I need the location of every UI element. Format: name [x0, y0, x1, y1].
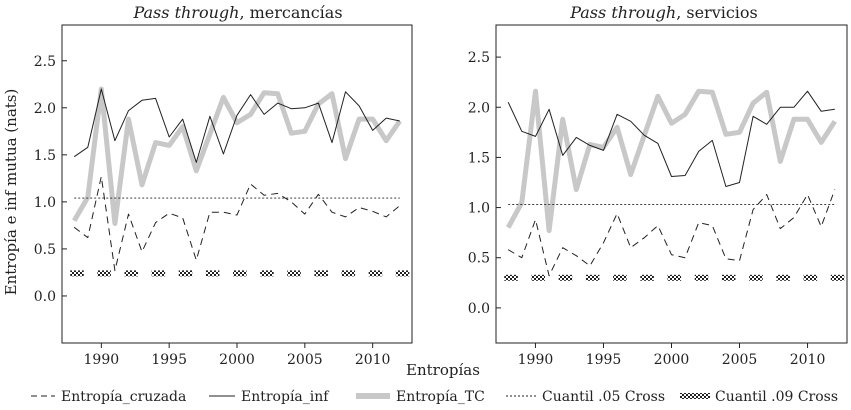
legend-item-entropia-cruzada: Entropía_cruzada — [31, 389, 186, 405]
panel-right-x-tick-label: 2000 — [654, 352, 690, 368]
panel-left-series-cuantil-09-cross-segment — [124, 270, 139, 277]
panel-right-y-tick-label: 1.5 — [468, 150, 490, 166]
panel-left-title: Pass through, mercancías — [132, 3, 342, 22]
panel-left-series-cuantil-09-cross-segment — [368, 270, 383, 277]
panel-left-y-tick-label: 0.0 — [34, 289, 56, 305]
panel-right-x-tick-label: 1995 — [586, 352, 622, 368]
panel-left-series-cuantil-09-cross-segment — [260, 270, 274, 277]
panel-right-frame — [495, 24, 848, 344]
panel-left-series-cuantil-09-cross-segment — [287, 270, 301, 277]
panel-right-x-axis: 1990 1995 2000 2005 2010 — [518, 343, 826, 368]
x-axis-label: Entropías — [406, 361, 480, 379]
panel-right-y-tick-label: 1.0 — [468, 201, 490, 217]
panel-left-series-cuantil-09-cross-segment — [341, 270, 356, 277]
panel-right-series-cuantil-09-cross-segment — [830, 274, 845, 281]
panel-left-series-cuantil-09-cross-segment — [178, 270, 193, 277]
panel-left-series-cuantil-09-cross-segment — [395, 270, 410, 277]
panel-left: Pass through, mercancías 0.0 0.5 1.0 1.5 2.0… — [34, 3, 413, 368]
panel-right-series-cuantil-09-cross-segment — [640, 274, 654, 281]
panel-left-series-cuantil-09-cross-segment — [233, 270, 247, 277]
panel-left-frame — [61, 24, 413, 344]
panel-left-x-axis: 1990 1995 2000 2005 2010 — [84, 343, 391, 368]
panel-right-series-cuantil-09-cross-segment — [504, 274, 518, 281]
panel-right-title: Pass through, servicios — [569, 3, 758, 22]
panel-right-y-tick-label: 2.5 — [468, 50, 490, 66]
panel-left-y-tick-label: 2.5 — [34, 54, 56, 70]
panel-right-series-cuantil-09-cross-segment — [694, 274, 709, 281]
legend-swatch-cuantil-09 — [680, 393, 710, 399]
panel-right-x-tick-label: 2005 — [722, 352, 758, 368]
panel-left-y-tick-label: 1.5 — [34, 148, 56, 164]
panel-right-series — [504, 88, 845, 281]
panel-right-title-rest: , servicios — [676, 3, 758, 22]
panel-left-x-tick-label: 1995 — [151, 352, 187, 368]
panel-left-series-entropia-inf — [73, 88, 400, 163]
panel-left-y-tick-label: 1.0 — [34, 195, 56, 211]
panel-left-series — [70, 86, 410, 277]
panel-right-series-cuantil-09-cross-segment — [721, 274, 736, 281]
panel-left-title-italic: Pass through — [132, 3, 239, 22]
legend-item-entropia-inf: Entropía_inf — [209, 389, 330, 405]
panel-left-title-rest: , mercancías — [239, 3, 342, 22]
panel-left-y-tick-label: 0.5 — [34, 242, 56, 258]
panel-left-x-tick-label: 1990 — [84, 352, 120, 368]
panel-left-series-cuantil-09-cross-segment — [314, 270, 328, 277]
legend: Entropía_cruzada Entropía_inf Entropía_T… — [31, 389, 838, 405]
panel-right-series-cuantil-09-cross-segment — [749, 274, 763, 281]
panel-right-series-cuantil-09-cross-segment — [803, 274, 818, 281]
legend-label-entropia-cruzada: Entropía_cruzada — [61, 389, 186, 405]
panel-left-series-cuantil-09-cross-segment — [205, 270, 220, 277]
legend-label-entropia-inf: Entropía_inf — [241, 389, 330, 405]
legend-label-entropia-tc: Entropía_TC — [396, 389, 485, 405]
panel-right-series-cuantil-09-cross — [504, 274, 845, 281]
legend-item-cuantil-09: Cuantil .09 Cross — [680, 389, 838, 405]
legend-label-cuantil-05: Cuantil .05 Cross — [542, 389, 665, 405]
panel-right-series-cuantil-09-cross-segment — [776, 274, 790, 281]
panel-left-series-cuantil-09-cross-segment — [151, 270, 166, 277]
legend-label-cuantil-09: Cuantil .09 Cross — [715, 389, 838, 405]
panel-right-series-cuantil-09-cross-segment — [613, 274, 627, 281]
panel-right-y-tick-label: 0.5 — [468, 251, 490, 267]
panel-right-series-entropia-cruzada — [507, 189, 836, 277]
panel-left-series-cuantil-09-cross-segment — [70, 270, 84, 277]
panel-left-x-tick-label: 2010 — [355, 352, 391, 368]
legend-item-entropia-tc: Entropía_TC — [356, 389, 485, 405]
panel-right-y-axis: 0.0 0.5 1.0 1.5 2.0 2.5 — [468, 50, 501, 317]
panel-right-series-cuantil-09-cross-segment — [558, 274, 573, 281]
panel-right-series-entropia-inf — [507, 90, 835, 187]
panel-left-series-entropia-cruzada — [73, 176, 401, 272]
panel-left-x-tick-label: 2005 — [287, 352, 323, 368]
panel-right-series-entropia-tc — [506, 88, 837, 234]
panel-left-series-cuantil-09-cross — [70, 270, 410, 277]
panel-right-series-cuantil-09-cross-segment — [667, 274, 682, 281]
panel-right: Pass through, servicios 0.0 0.5 1.0 1.5 2.0 2… — [468, 3, 848, 368]
panel-right-series-cuantil-09-cross-segment — [531, 274, 546, 281]
panel-left-y-axis: 0.0 0.5 1.0 1.5 2.0 2.5 — [34, 54, 67, 305]
panel-right-x-tick-label: 2010 — [790, 352, 826, 368]
panel-left-series-cuantil-09-cross-segment — [97, 270, 111, 277]
panel-left-series-entropia-tc — [72, 86, 402, 226]
panel-right-x-tick-label: 1990 — [518, 352, 554, 368]
panel-right-y-tick-label: 2.0 — [468, 100, 490, 116]
panel-left-y-tick-label: 2.0 — [34, 101, 56, 117]
panel-right-title-italic: Pass through — [569, 3, 676, 22]
y-axis-label: Entropía e inf mutua (nats) — [2, 89, 20, 296]
panel-right-y-tick-label: 0.0 — [468, 301, 490, 317]
panel-left-x-tick-label: 2000 — [219, 352, 255, 368]
panel-right-series-cuantil-09-cross-segment — [585, 274, 600, 281]
legend-item-cuantil-05: Cuantil .05 Cross — [506, 389, 665, 405]
